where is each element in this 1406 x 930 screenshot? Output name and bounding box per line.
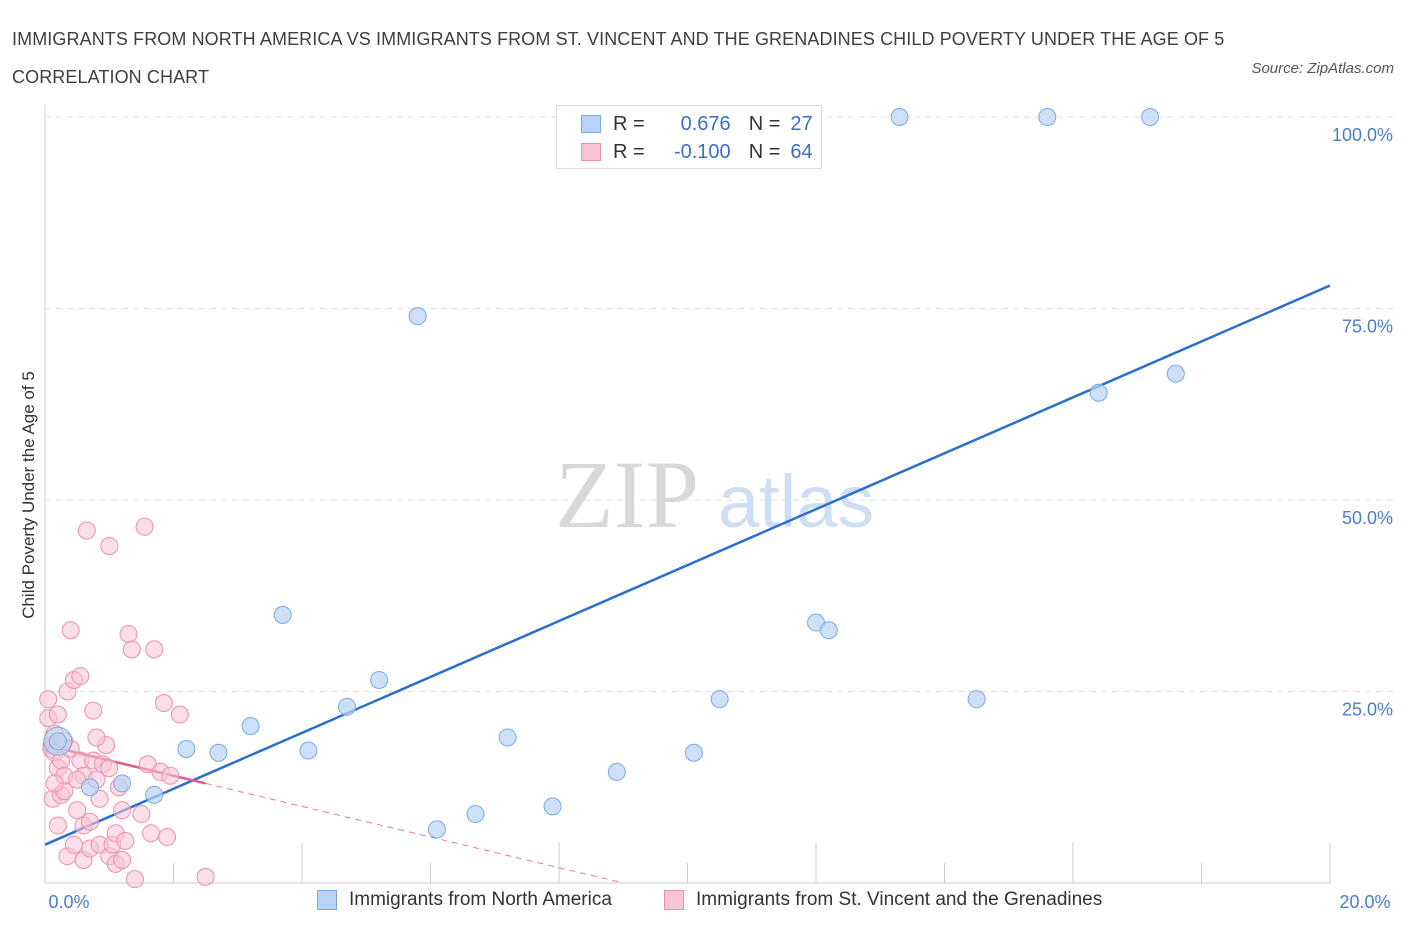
point-north-america — [241, 716, 260, 735]
point-st-vincent — [161, 766, 180, 785]
legend-n-value-2: 64 — [790, 140, 813, 163]
trendlines — [44, 284, 1331, 884]
point-st-vincent — [64, 835, 83, 854]
legend-r-value-2: -0.100 — [673, 140, 731, 163]
point-st-vincent — [87, 728, 106, 747]
point-st-vincent — [61, 621, 80, 640]
trendline-st-vincent-extension — [205, 782, 624, 884]
point-st-vincent — [119, 625, 138, 644]
point-north-america — [890, 108, 909, 126]
point-north-america — [408, 307, 427, 326]
point-north-america — [145, 785, 164, 804]
point-st-vincent — [77, 521, 96, 540]
watermark-atlas: atlas — [718, 460, 874, 543]
x-tick-labels: 0.0% 20.0% — [48, 892, 1390, 912]
point-st-vincent — [45, 774, 64, 793]
point-st-vincent — [145, 640, 164, 659]
point-st-vincent — [132, 805, 151, 824]
y-tick-labels: 25.0% 50.0% 75.0% 100.0% — [1332, 125, 1393, 720]
x-tick-label: 0.0% — [48, 892, 89, 912]
point-st-vincent — [39, 690, 58, 709]
point-north-america — [113, 774, 132, 793]
chart-title: IMMIGRANTS FROM NORTH AMERICA VS IMMIGRA… — [12, 29, 1225, 87]
point-st-vincent — [158, 828, 177, 847]
point-st-vincent — [100, 536, 119, 555]
chart-source: Source: ZipAtlas.com — [1251, 60, 1394, 77]
point-st-vincent — [142, 824, 161, 843]
watermark-zip: ZIP — [555, 441, 699, 548]
legend-row-series2: R = -0.100 N = 64 — [581, 140, 813, 164]
point-north-america — [1089, 383, 1108, 402]
point-st-vincent — [84, 701, 103, 720]
point-north-america — [299, 741, 318, 760]
point-north-america — [684, 743, 703, 762]
legend-r-label: R = — [613, 140, 645, 163]
point-st-vincent — [116, 831, 135, 850]
point-st-vincent — [196, 867, 215, 886]
legend-item-north-america: Immigrants from North America — [317, 889, 612, 911]
point-north-america — [543, 797, 562, 816]
data-points — [39, 108, 1185, 889]
legend-label-st-vincent: Immigrants from St. Vincent and the Gren… — [696, 889, 1103, 910]
point-north-america — [819, 621, 838, 640]
trendline-north-america — [44, 284, 1331, 846]
legend-r-value-1: 0.676 — [680, 112, 731, 135]
point-north-america — [177, 739, 196, 758]
point-north-america — [1141, 108, 1160, 126]
point-st-vincent — [135, 517, 154, 536]
legend-swatch-blue — [581, 115, 601, 133]
point-north-america — [273, 605, 292, 624]
y-tick-label: 25.0% — [1342, 700, 1393, 720]
point-north-america — [370, 671, 389, 690]
legend-swatch-pink — [664, 890, 684, 910]
legend-r-label: R = — [613, 112, 645, 135]
y-tick-label: 50.0% — [1342, 508, 1393, 528]
legend-n-label: N = — [748, 140, 781, 163]
point-st-vincent — [48, 816, 67, 835]
x-tick-label: 20.0% — [1339, 892, 1390, 912]
point-st-vincent — [71, 667, 90, 686]
legend-n-label: N = — [748, 112, 781, 135]
point-st-vincent — [122, 640, 141, 659]
point-north-america — [607, 762, 626, 781]
point-north-america — [498, 728, 517, 747]
point-st-vincent — [170, 705, 189, 724]
legend-swatch-pink — [581, 143, 601, 161]
correlation-legend: R = 0.676 N = 27 R = -0.100 N = 64 — [556, 105, 822, 169]
point-st-vincent — [90, 789, 109, 808]
point-st-vincent — [68, 801, 87, 820]
point-north-america — [80, 778, 99, 797]
legend-swatch-blue — [317, 890, 337, 910]
y-axis-label: Child Poverty Under the Age of 5 — [19, 371, 38, 619]
y-tick-label: 100.0% — [1332, 125, 1393, 145]
legend-row-series1: R = 0.676 N = 27 — [581, 112, 813, 136]
point-st-vincent — [48, 705, 67, 724]
watermark: ZIP atlas — [555, 441, 874, 548]
y-tick-label: 75.0% — [1342, 317, 1393, 337]
point-st-vincent — [154, 693, 173, 712]
legend-item-st-vincent: Immigrants from St. Vincent and the Gren… — [664, 889, 1102, 911]
legend-n-value-1: 27 — [790, 112, 813, 135]
legend-label-north-america: Immigrants from North America — [349, 889, 612, 910]
point-north-america — [710, 690, 729, 709]
point-north-america — [337, 697, 356, 716]
point-north-america — [427, 820, 446, 839]
point-north-america — [48, 732, 67, 751]
point-st-vincent — [113, 801, 132, 820]
point-north-america — [967, 690, 986, 709]
point-st-vincent — [113, 851, 132, 870]
point-st-vincent — [100, 759, 119, 778]
grid-lines — [45, 116, 1395, 692]
point-north-america — [1166, 364, 1185, 383]
point-st-vincent — [80, 812, 99, 831]
point-north-america — [1038, 108, 1057, 126]
point-st-vincent — [125, 870, 144, 889]
point-north-america — [466, 805, 485, 824]
point-north-america — [209, 743, 228, 762]
